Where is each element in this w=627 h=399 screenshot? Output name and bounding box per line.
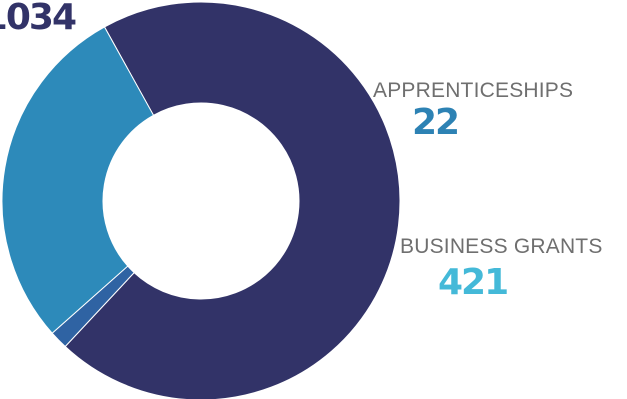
slice-value-label-0: 1034 <box>0 0 76 38</box>
donut-slice-0 <box>64 1 401 399</box>
slice-category-label-2: BUSINESS GRANTS <box>400 235 603 258</box>
slice-category-label-1: APPRENTICESHIPS <box>373 79 573 102</box>
donut-slice-2 <box>1 26 155 334</box>
slice-value-label-1: 22 <box>412 102 458 143</box>
donut-slices <box>1 1 401 399</box>
slice-value-label-2: 421 <box>438 262 507 303</box>
